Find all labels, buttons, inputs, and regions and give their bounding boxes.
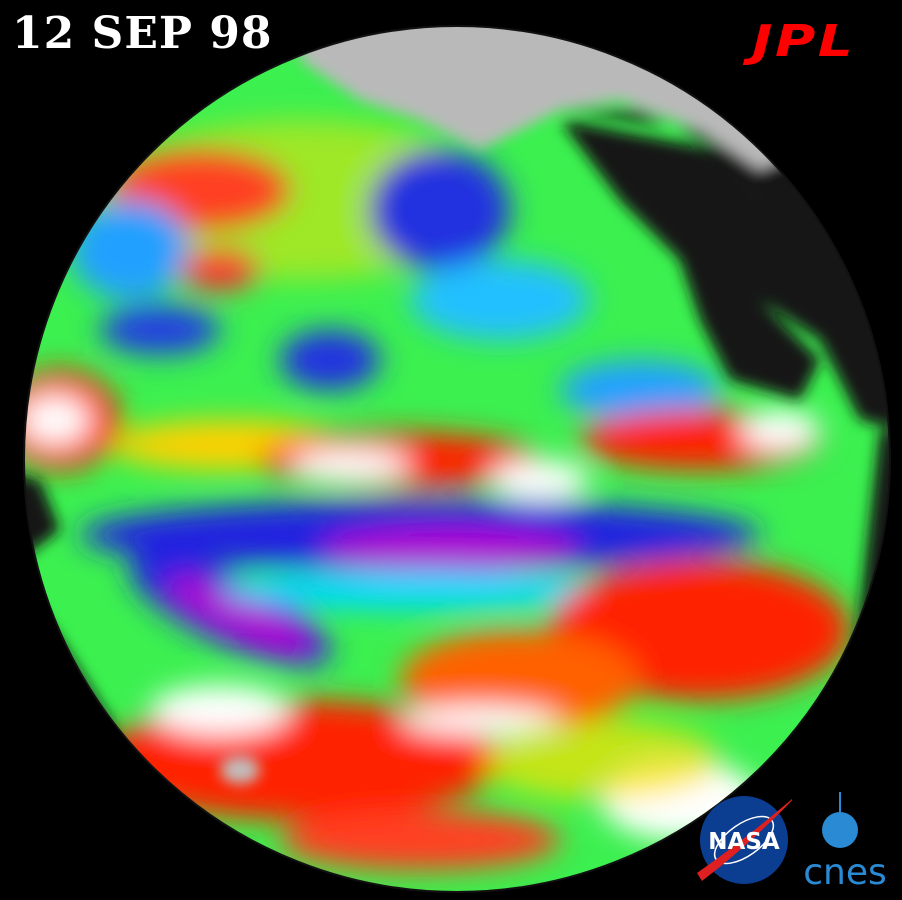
sea-level-anomaly-field (24, 120, 850, 870)
nasa-logo: NASA (697, 796, 792, 884)
date-label: 12 SEP 98 (12, 8, 273, 59)
jpl-logo: JPL (752, 16, 856, 67)
svg-text:NASA: NASA (708, 829, 780, 855)
svg-text:cnes: cnes (803, 852, 887, 890)
cnes-logo: cnes (803, 792, 887, 890)
